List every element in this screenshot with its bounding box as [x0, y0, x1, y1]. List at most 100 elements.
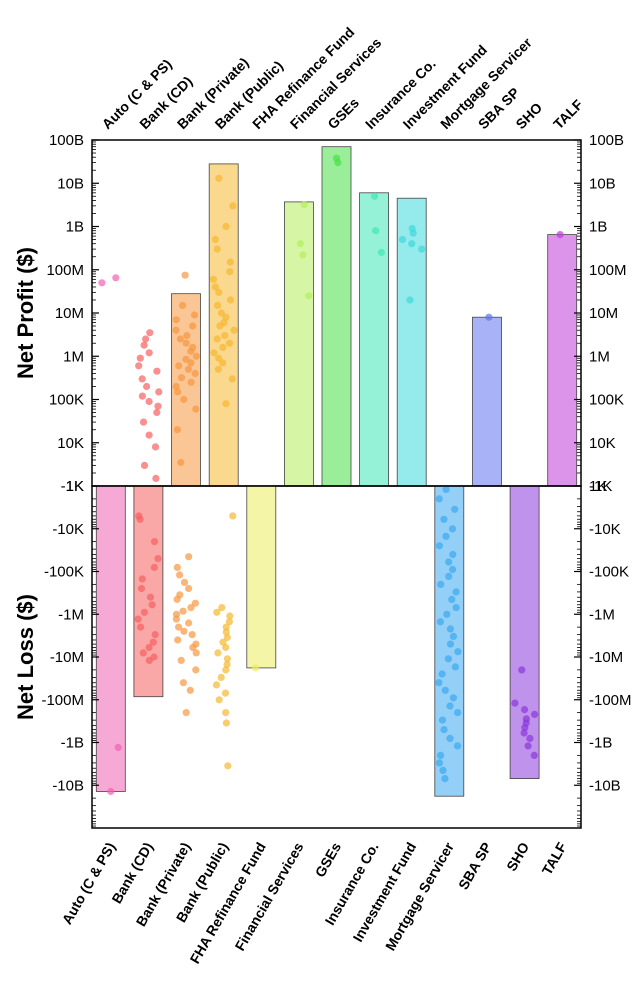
profit-panel: 1K 1K 10K 10K 100K 100K 1M 1M 10M 10M 100M 100M 1B 1B…: [46, 132, 626, 495]
profit-point-2-7: [176, 335, 184, 343]
profit-point-2-23: [173, 426, 181, 434]
loss-point-2-3: [180, 578, 189, 587]
profit-point-2-0: [181, 271, 189, 279]
loss-point-9-8: [445, 558, 453, 566]
loss-point-9-30: [440, 726, 448, 734]
loss-point-1-11: [137, 623, 145, 631]
loss-point-2-4: [185, 584, 193, 593]
profit-tick-label-left-8: 100B: [49, 132, 84, 149]
profit-point-8-2: [398, 235, 407, 244]
profit-point-3-10: [227, 296, 235, 304]
loss-point-2-19: [192, 649, 200, 657]
loss-point-1-1: [136, 515, 144, 523]
profit-tick-label-left-2: 100K: [49, 392, 84, 409]
bottom-category-label-6: GSEs: [312, 839, 345, 880]
profit-tick-label-right-5: 100M: [589, 262, 627, 279]
profit-point-2-10: [187, 347, 195, 355]
loss-point-3-17: [215, 696, 223, 704]
profit-point-2-13: [187, 359, 195, 367]
loss-point-11-3: [531, 710, 539, 719]
profit-point-1-3: [145, 349, 153, 357]
loss-point-3-7: [223, 633, 231, 642]
loss-point-11-9: [524, 742, 532, 750]
loss-point-11-1: [511, 699, 519, 707]
profit-bar-10: [472, 316, 502, 487]
profit-point-3-26: [222, 400, 230, 408]
loss-point-9-7: [449, 550, 457, 559]
loss-point-2-0: [185, 553, 193, 561]
loss-point-9-6: [435, 542, 443, 550]
loss-point-9-35: [439, 766, 447, 775]
profit-point-1-6: [153, 367, 161, 375]
profit-tick-label-right-4: 10M: [589, 305, 618, 322]
loss-point-2-23: [186, 686, 194, 694]
profit-point-2-21: [180, 395, 188, 404]
loss-point-1-13: [149, 638, 157, 646]
top-category-label-12: TALF: [550, 96, 586, 132]
loss-point-9-19: [446, 640, 455, 648]
loss-point-1-3: [154, 555, 162, 563]
profit-point-3-7: [209, 275, 218, 283]
profit-point-3-18: [213, 335, 221, 343]
loss-point-3-9: [222, 643, 230, 652]
loss-axis-title: Net Loss ($): [13, 594, 38, 720]
loss-tick-label-left-7: -10B: [52, 777, 84, 794]
profit-point-0-0: [112, 274, 120, 282]
loss-point-9-21: [444, 655, 452, 663]
loss-point-3-18: [222, 709, 230, 717]
loss-point-3-10: [214, 649, 222, 657]
loss-point-11-0: [518, 666, 526, 674]
profit-point-2-22: [192, 405, 200, 413]
profit-point-1-5: [135, 362, 143, 370]
loss-point-1-9: [140, 608, 148, 616]
profit-tick-label-left-7: 10B: [57, 175, 84, 192]
loss-point-2-9: [179, 607, 187, 615]
loss-point-2-14: [180, 627, 188, 635]
profit-tick-label-right-8: 100B: [589, 132, 624, 149]
profit-tick-label-left-0: 1K: [66, 478, 84, 495]
loss-point-3-0: [229, 512, 237, 520]
profit-point-7-2: [377, 248, 385, 257]
bottom-category-label-12: TALF: [539, 839, 570, 877]
loss-point-9-20: [454, 648, 462, 656]
profit-point-3-3: [211, 235, 219, 244]
loss-point-0-1: [107, 787, 115, 796]
profit-point-2-14: [175, 362, 183, 370]
loss-tick-label-right-1: -10K: [589, 521, 621, 538]
profit-point-7-1: [372, 227, 380, 235]
loss-point-3-14: [217, 673, 225, 682]
loss-point-9-15: [443, 610, 451, 618]
profit-point-2-2: [190, 311, 199, 319]
loss-point-1-14: [145, 643, 153, 652]
profit-point-5-0: [300, 201, 308, 209]
profit-point-5-3: [305, 292, 313, 300]
loss-point-2-15: [188, 631, 196, 639]
profit-point-3-1: [229, 202, 237, 210]
loss-tick-label-left-0: -1K: [61, 478, 84, 495]
loss-point-11-2: [520, 706, 529, 714]
profit-bar-12: [547, 234, 578, 487]
bottom-category-label-11: SHO: [503, 839, 532, 873]
loss-point-1-15: [139, 649, 147, 657]
loss-point-9-10: [445, 572, 453, 581]
profit-tick-label-left-4: 10M: [55, 305, 84, 322]
loss-point-2-20: [177, 656, 185, 665]
bottom-category-label-5: Financial Services: [232, 839, 307, 953]
profit-point-3-17: [221, 332, 229, 340]
loss-tick-label-left-6: -1B: [61, 735, 84, 752]
profit-point-3-21: [210, 349, 218, 357]
loss-point-9-11: [437, 580, 445, 589]
loss-tick-label-right-2: -100K: [589, 564, 629, 581]
profit-point-1-14: [139, 418, 148, 426]
profit-point-2-20: [174, 388, 182, 396]
loss-point-1-4: [150, 563, 158, 572]
loss-point-2-21: [192, 666, 200, 674]
profit-point-2-12: [182, 355, 190, 363]
loss-point-1-8: [148, 601, 156, 609]
loss-tick-label-left-2: -100K: [44, 564, 84, 581]
bottom-category-label-9: Mortgage Servicer: [382, 839, 457, 953]
profit-point-3-24: [214, 365, 222, 373]
profit-point-1-13: [153, 408, 161, 417]
loss-point-2-2: [176, 571, 184, 579]
loss-point-9-23: [438, 670, 446, 678]
